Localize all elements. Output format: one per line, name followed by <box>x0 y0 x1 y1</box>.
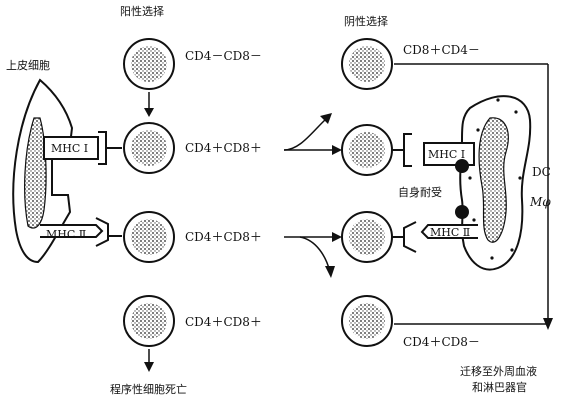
positive-selection-label: 阳性选择 <box>120 5 164 18</box>
macrophage-label: Mφ <box>530 195 551 209</box>
cell-left-mid1-label: CD4＋CD8＋ <box>185 141 262 155</box>
mhc2-right-label: MHC Ⅱ <box>430 226 471 239</box>
cell-left-bottom-label: CD4＋CD8＋ <box>185 315 262 329</box>
cell-right-top-label: CD8＋CD4－ <box>403 43 480 57</box>
cell-right-mid2 <box>341 211 393 263</box>
cell-right-top <box>341 38 393 90</box>
arrow-to-apoptosis <box>144 349 154 372</box>
arrow-top-to-mid <box>144 92 154 117</box>
dendritic-cell <box>459 95 532 271</box>
cell-right-bottom <box>341 295 393 347</box>
migration-label-line2: 和淋巴器官 <box>472 381 527 394</box>
apoptosis-label: 程序性细胞死亡 <box>110 383 187 396</box>
antigen-peptide-bottom <box>455 205 469 219</box>
cell-left-bottom <box>123 295 175 347</box>
cell-left-mid2-label: CD4＋CD8＋ <box>185 230 262 244</box>
cell-right-bottom-label: CD4＋CD8－ <box>403 335 480 349</box>
dc-label: DC <box>532 165 551 179</box>
arrow-lower-branch <box>284 232 342 278</box>
mhc1-left-receptor <box>43 131 122 165</box>
cell-right-mid1 <box>341 124 393 176</box>
cell-left-top <box>123 38 175 90</box>
mhc1-right-label: MHC Ⅰ <box>428 148 466 161</box>
mhc2-left-receptor <box>40 217 122 247</box>
cell-left-mid1 <box>123 122 175 174</box>
self-tolerance-label: 自身耐受 <box>398 186 442 199</box>
mhc2-left-label: MHC Ⅱ <box>46 228 87 241</box>
migration-label-line1: 迁移至外周血液 <box>460 365 537 378</box>
cell-left-top-label: CD4－CD8－ <box>185 49 262 63</box>
epithelial-cell-label: 上皮细胞 <box>6 59 50 72</box>
cell-left-mid2 <box>123 211 175 263</box>
mhc2-right-receptor <box>392 221 478 253</box>
arrow-upper-branch <box>283 113 342 155</box>
migration-line <box>394 63 553 330</box>
antigen-peptide-top <box>455 159 469 173</box>
negative-selection-label: 阴性选择 <box>344 15 388 28</box>
mhc1-left-label: MHC Ⅰ <box>51 142 89 155</box>
